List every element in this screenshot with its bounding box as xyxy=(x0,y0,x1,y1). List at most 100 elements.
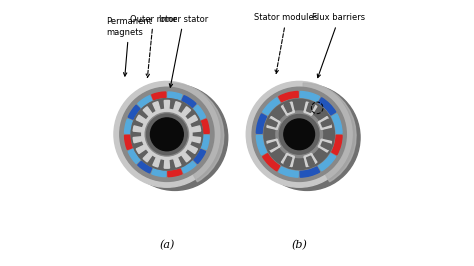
Circle shape xyxy=(284,119,315,150)
Wedge shape xyxy=(321,119,331,127)
Wedge shape xyxy=(182,161,196,173)
Wedge shape xyxy=(282,154,289,164)
Wedge shape xyxy=(125,119,132,133)
Wedge shape xyxy=(133,126,144,132)
Wedge shape xyxy=(319,98,336,115)
Wedge shape xyxy=(304,153,312,158)
Wedge shape xyxy=(300,92,319,102)
Circle shape xyxy=(279,114,319,154)
Wedge shape xyxy=(282,105,289,115)
Wedge shape xyxy=(164,158,170,168)
Wedge shape xyxy=(186,115,198,124)
Circle shape xyxy=(122,85,228,190)
Wedge shape xyxy=(181,151,191,162)
Wedge shape xyxy=(263,98,280,115)
Wedge shape xyxy=(319,145,328,152)
Wedge shape xyxy=(168,169,182,177)
Wedge shape xyxy=(286,110,294,115)
Wedge shape xyxy=(289,102,294,112)
Wedge shape xyxy=(275,139,280,148)
Wedge shape xyxy=(190,126,201,132)
Wedge shape xyxy=(321,124,331,129)
Wedge shape xyxy=(304,110,312,115)
Wedge shape xyxy=(304,156,309,167)
Wedge shape xyxy=(128,105,140,119)
Wedge shape xyxy=(307,156,314,166)
Wedge shape xyxy=(173,102,181,113)
Circle shape xyxy=(142,109,192,159)
Wedge shape xyxy=(173,156,181,167)
Wedge shape xyxy=(268,142,277,149)
Wedge shape xyxy=(186,145,198,153)
Text: Stator modules: Stator modules xyxy=(254,13,319,73)
Text: (a): (a) xyxy=(159,240,174,251)
Wedge shape xyxy=(133,137,144,143)
Wedge shape xyxy=(318,121,323,130)
Wedge shape xyxy=(137,115,147,124)
Text: Permanent
magnets: Permanent magnets xyxy=(106,18,152,76)
Wedge shape xyxy=(310,154,317,164)
Wedge shape xyxy=(143,107,153,117)
Circle shape xyxy=(150,118,183,151)
Wedge shape xyxy=(289,156,294,167)
Wedge shape xyxy=(279,167,298,177)
Circle shape xyxy=(264,99,334,169)
Circle shape xyxy=(146,114,187,155)
Wedge shape xyxy=(152,92,166,100)
Wedge shape xyxy=(201,119,209,133)
Circle shape xyxy=(145,113,189,156)
Wedge shape xyxy=(307,103,314,113)
Wedge shape xyxy=(310,105,317,115)
Wedge shape xyxy=(137,145,147,153)
Wedge shape xyxy=(284,156,292,166)
Circle shape xyxy=(114,81,220,187)
Wedge shape xyxy=(284,103,292,113)
Wedge shape xyxy=(190,137,201,143)
Circle shape xyxy=(252,87,346,181)
Wedge shape xyxy=(321,142,331,149)
Wedge shape xyxy=(304,102,309,112)
Wedge shape xyxy=(128,149,140,164)
Wedge shape xyxy=(319,154,336,171)
Text: Inner stator: Inner stator xyxy=(159,15,208,87)
Wedge shape xyxy=(303,83,356,182)
Wedge shape xyxy=(270,145,280,152)
Wedge shape xyxy=(256,135,267,155)
Wedge shape xyxy=(275,121,280,130)
Wedge shape xyxy=(152,169,166,177)
Wedge shape xyxy=(171,83,224,182)
Wedge shape xyxy=(182,96,196,107)
Wedge shape xyxy=(256,114,267,133)
Wedge shape xyxy=(143,151,153,162)
Wedge shape xyxy=(164,101,170,111)
Wedge shape xyxy=(267,124,277,129)
Wedge shape xyxy=(279,92,298,102)
Text: Flux barriers: Flux barriers xyxy=(312,13,365,78)
Wedge shape xyxy=(268,119,277,127)
Wedge shape xyxy=(267,139,277,144)
Circle shape xyxy=(125,92,209,177)
Wedge shape xyxy=(125,135,132,149)
Wedge shape xyxy=(181,107,191,117)
Circle shape xyxy=(276,111,322,158)
Wedge shape xyxy=(332,114,342,133)
Wedge shape xyxy=(263,154,280,171)
Wedge shape xyxy=(194,149,206,164)
Text: (b): (b) xyxy=(291,240,307,251)
Circle shape xyxy=(131,99,202,170)
Wedge shape xyxy=(201,135,209,149)
Wedge shape xyxy=(319,117,328,124)
Wedge shape xyxy=(138,161,152,173)
Circle shape xyxy=(120,87,214,181)
Circle shape xyxy=(254,85,360,190)
Text: Outer rotor: Outer rotor xyxy=(130,15,177,77)
Circle shape xyxy=(246,81,352,187)
Wedge shape xyxy=(321,139,331,144)
Wedge shape xyxy=(270,117,280,124)
Wedge shape xyxy=(332,135,342,155)
Wedge shape xyxy=(194,105,206,119)
Wedge shape xyxy=(300,167,319,177)
Circle shape xyxy=(256,92,342,177)
Wedge shape xyxy=(153,156,161,167)
Wedge shape xyxy=(318,139,323,148)
